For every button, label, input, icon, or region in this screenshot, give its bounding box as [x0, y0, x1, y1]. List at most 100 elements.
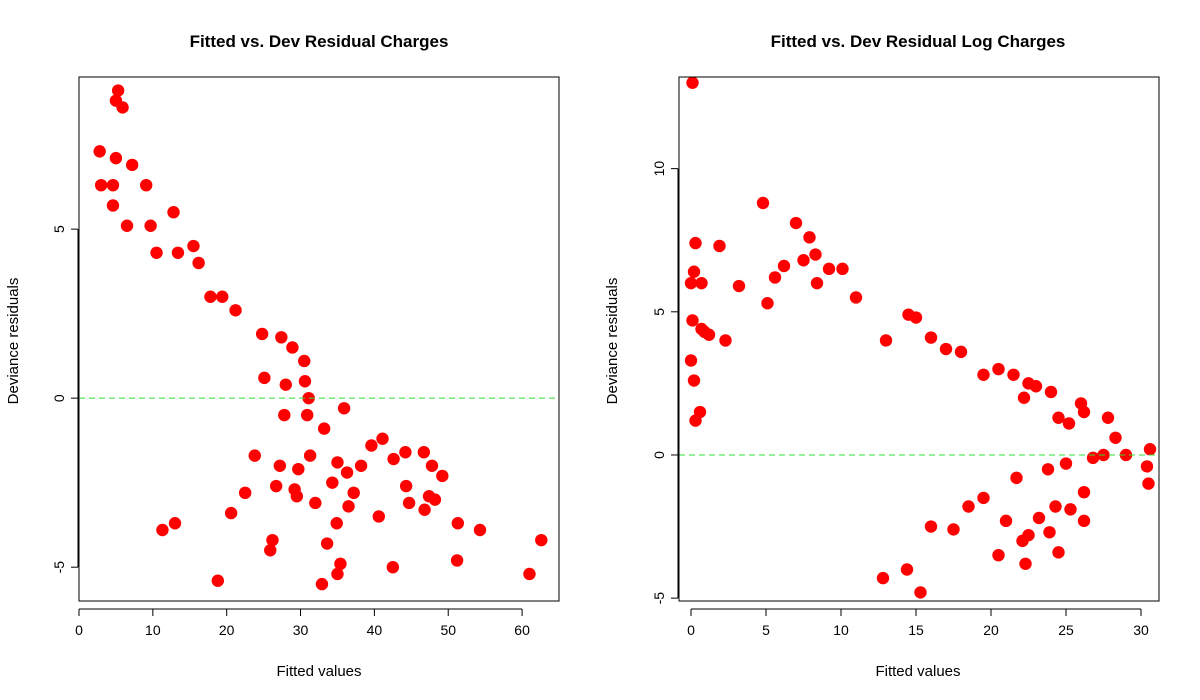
- data-point: [317, 422, 331, 435]
- data-point: [94, 178, 108, 192]
- points-group: [684, 76, 1157, 599]
- y-tick-label: 10: [651, 161, 667, 177]
- data-point: [1019, 557, 1032, 570]
- y-tick-label: 0: [51, 394, 67, 402]
- data-point: [1044, 385, 1058, 399]
- data-point: [1119, 448, 1133, 462]
- data-point: [849, 291, 863, 304]
- data-point: [836, 262, 849, 276]
- data-point: [876, 571, 890, 585]
- data-point: [334, 557, 347, 571]
- data-point: [266, 533, 279, 547]
- chart-title: Fitted vs. Dev Residual Log Charges: [771, 32, 1066, 51]
- x-tick-label: 50: [440, 622, 456, 638]
- left-scatter-panel: Fitted vs. Dev Residual Charges 0 10 20 30 4…: [5, 32, 560, 680]
- data-point: [1017, 391, 1031, 404]
- data-point: [387, 452, 400, 466]
- x-tick-label: 30: [293, 622, 309, 638]
- data-point: [797, 254, 810, 267]
- data-point: [687, 265, 701, 278]
- data-point: [309, 496, 322, 510]
- data-point: [900, 563, 914, 576]
- data-point: [473, 523, 487, 537]
- y-axis: -5 0 5: [51, 225, 79, 574]
- x-axis: 0 5 10 15 20 25 30: [687, 608, 1149, 638]
- data-point: [1077, 514, 1091, 528]
- data-point: [686, 76, 699, 89]
- data-point: [354, 459, 368, 472]
- data-point: [1052, 546, 1065, 559]
- data-point: [167, 206, 180, 219]
- data-point: [292, 462, 305, 476]
- data-point: [238, 486, 252, 500]
- data-point: [273, 459, 287, 472]
- y-tick-label: 5: [651, 308, 667, 316]
- data-point: [436, 469, 449, 483]
- data-point: [810, 276, 824, 290]
- data-point: [156, 523, 169, 537]
- data-point: [1052, 411, 1065, 424]
- data-point: [1077, 405, 1091, 419]
- data-point: [1109, 431, 1122, 444]
- y-tick-label: -5: [651, 592, 667, 605]
- data-point: [450, 554, 464, 567]
- data-point: [822, 262, 836, 276]
- data-point: [150, 246, 163, 259]
- data-point: [809, 248, 822, 261]
- data-point: [340, 466, 354, 479]
- x-tick-label: 40: [367, 622, 383, 638]
- x-tick-label: 5: [762, 622, 770, 638]
- data-point: [1059, 457, 1073, 470]
- data-point: [326, 476, 339, 489]
- data-point: [992, 548, 1005, 562]
- data-point: [1032, 511, 1046, 525]
- data-point: [93, 145, 106, 158]
- x-tick-label: 60: [514, 622, 530, 638]
- data-point: [939, 342, 953, 356]
- data-point: [1101, 411, 1115, 424]
- data-point: [298, 354, 311, 368]
- data-point: [331, 567, 344, 581]
- x-tick-label: 25: [1058, 622, 1074, 638]
- data-point: [255, 327, 269, 341]
- data-point: [286, 341, 299, 354]
- data-point: [347, 486, 360, 500]
- data-point: [732, 279, 746, 293]
- data-point: [216, 290, 229, 303]
- plot-frame: [678, 76, 1160, 602]
- data-point: [168, 517, 182, 530]
- data-point: [302, 391, 315, 405]
- data-point: [116, 101, 129, 114]
- data-point: [977, 491, 990, 505]
- plot-frame: [78, 76, 560, 602]
- data-point: [224, 506, 238, 520]
- y-tick-label: 5: [51, 225, 67, 233]
- y-tick-label: -5: [51, 561, 67, 574]
- data-point: [924, 520, 938, 533]
- data-point: [761, 297, 774, 310]
- data-point: [386, 560, 400, 574]
- data-point: [947, 523, 960, 536]
- data-point: [535, 533, 548, 547]
- data-point: [702, 328, 716, 341]
- data-point: [1140, 460, 1154, 473]
- data-point: [337, 402, 351, 415]
- x-tick-label: 20: [219, 622, 235, 638]
- data-point: [425, 459, 439, 472]
- data-point: [992, 362, 1005, 376]
- data-point: [125, 158, 139, 172]
- data-point: [402, 496, 416, 510]
- data-point: [315, 577, 329, 591]
- data-point: [687, 374, 701, 387]
- data-point: [399, 446, 412, 459]
- data-point: [330, 517, 343, 530]
- data-point: [111, 84, 125, 97]
- data-point: [693, 405, 707, 419]
- data-point: [1086, 451, 1100, 465]
- data-point: [1010, 471, 1023, 485]
- data-point: [278, 408, 291, 422]
- y-axis-label: Deviance residuals: [604, 278, 621, 405]
- data-point: [977, 368, 990, 381]
- data-point: [1029, 380, 1043, 393]
